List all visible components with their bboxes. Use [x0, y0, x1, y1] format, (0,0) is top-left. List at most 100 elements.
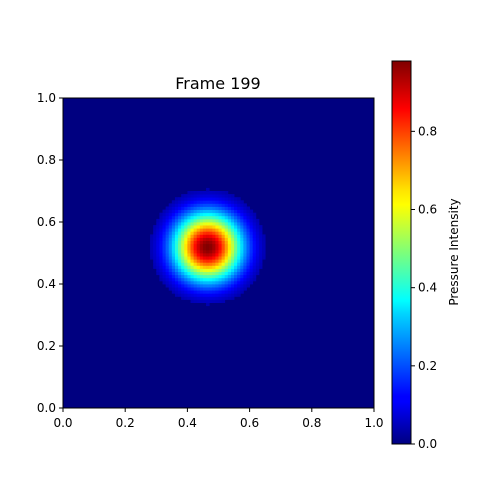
- heatmap-cell: [218, 256, 223, 260]
- heatmap-cell: [171, 228, 176, 232]
- heatmap-cell: [162, 271, 167, 276]
- heatmap-cell: [202, 277, 207, 282]
- heatmap-cell: [221, 228, 226, 232]
- heatmap-cell: [190, 231, 195, 235]
- heatmap-cell: [202, 194, 207, 198]
- heatmap-cell: [218, 296, 223, 300]
- heatmap-cell: [249, 231, 254, 235]
- heatmap-cell: [234, 215, 238, 220]
- heatmap-cell: [252, 268, 257, 272]
- heatmap-cell: [234, 228, 238, 232]
- heatmap-cell: [196, 253, 201, 257]
- heatmap-cell: [230, 284, 235, 288]
- heatmap-cell: [237, 268, 241, 272]
- heatmap-cell: [209, 194, 213, 198]
- heatmap-cell: [234, 249, 238, 254]
- heatmap-cell: [184, 234, 188, 238]
- heatmap-cell: [159, 265, 163, 269]
- heatmap-cell: [209, 212, 213, 217]
- heatmap-cell: [187, 284, 191, 288]
- heatmap-cell: [190, 243, 195, 248]
- heatmap-cell: [240, 290, 244, 294]
- heatmap-cell: [153, 262, 157, 266]
- heatmap-cell: [246, 265, 250, 269]
- heatmap-cell: [199, 212, 204, 217]
- heatmap-cell: [199, 274, 204, 279]
- heatmap-cell: [258, 256, 263, 260]
- heatmap-cell: [196, 271, 201, 276]
- heatmap-cell: [240, 274, 244, 279]
- heatmap-cell: [171, 234, 176, 238]
- heatmap-cell: [243, 259, 247, 263]
- heatmap-cell: [190, 262, 195, 266]
- heatmap-cell: [212, 271, 216, 276]
- heatmap-cell: [162, 277, 167, 282]
- heatmap-cell: [212, 246, 216, 251]
- heatmap-cell: [153, 237, 157, 241]
- heatmap-cell: [178, 274, 182, 279]
- heatmap-cell: [240, 256, 244, 260]
- heatmap-cell: [202, 231, 207, 235]
- heatmap-cell: [190, 197, 195, 201]
- heatmap-cell: [209, 191, 213, 195]
- heatmap-cell: [255, 228, 260, 232]
- heatmap-cell: [234, 253, 238, 257]
- heatmap-cell: [165, 256, 170, 260]
- heatmap-cell: [156, 243, 160, 248]
- heatmap-cell: [221, 231, 226, 235]
- heatmap-cell: [224, 262, 229, 266]
- heatmap-cell: [190, 274, 195, 279]
- x-tick-label: 1.0: [364, 416, 383, 430]
- heatmap-cell: [255, 231, 260, 235]
- heatmap-cell: [215, 265, 219, 269]
- heatmap-cell: [165, 228, 170, 232]
- heatmap-cell: [212, 191, 216, 195]
- heatmap-cell: [171, 253, 176, 257]
- y-tick-label: 0.8: [37, 153, 56, 167]
- heatmap-cell: [258, 246, 263, 251]
- heatmap-cell: [212, 200, 216, 204]
- heatmap-cell: [150, 246, 154, 251]
- heatmap-cell: [258, 253, 263, 257]
- heatmap-cell: [218, 197, 223, 201]
- heatmap-cell: [212, 284, 216, 288]
- heatmap-cell: [196, 296, 201, 300]
- heatmap-cell: [249, 259, 254, 263]
- heatmap-cell: [258, 234, 263, 238]
- heatmap-cell: [184, 296, 188, 300]
- heatmap-cell: [221, 253, 226, 257]
- heatmap-cell: [215, 249, 219, 254]
- heatmap-cell: [199, 194, 204, 198]
- heatmap-cell: [178, 284, 182, 288]
- heatmap-cell: [243, 246, 247, 251]
- heatmap-cell: [171, 231, 176, 235]
- heatmap-cell: [202, 209, 207, 214]
- heatmap-cell: [212, 222, 216, 226]
- heatmap-cell: [199, 197, 204, 201]
- heatmap-cell: [184, 215, 188, 220]
- heatmap-cell: [221, 259, 226, 263]
- heatmap-cell: [234, 212, 238, 217]
- heatmap-cell: [234, 277, 238, 282]
- heatmap-cell: [243, 212, 247, 217]
- heatmap-cell: [202, 280, 207, 285]
- heatmap-cell: [209, 271, 213, 276]
- heatmap-cell: [212, 240, 216, 245]
- heatmap-cell: [181, 253, 185, 257]
- heatmap-cell: [246, 225, 250, 229]
- heatmap-cell: [246, 259, 250, 263]
- heatmap-cell: [209, 228, 213, 232]
- heatmap-cell: [159, 243, 163, 248]
- x-tick-label: 0.6: [240, 416, 259, 430]
- heatmap-cell: [237, 225, 241, 229]
- heatmap-cell: [193, 231, 198, 235]
- heatmap-cell: [202, 225, 207, 229]
- heatmap-cell: [215, 225, 219, 229]
- heatmap-cell: [262, 234, 266, 238]
- heatmap-cell: [224, 218, 229, 223]
- heatmap-cell: [227, 253, 232, 257]
- heatmap-cell: [190, 296, 195, 300]
- heatmap-cell: [258, 265, 263, 269]
- heatmap-cell: [249, 215, 254, 220]
- heatmap-cell: [199, 262, 204, 266]
